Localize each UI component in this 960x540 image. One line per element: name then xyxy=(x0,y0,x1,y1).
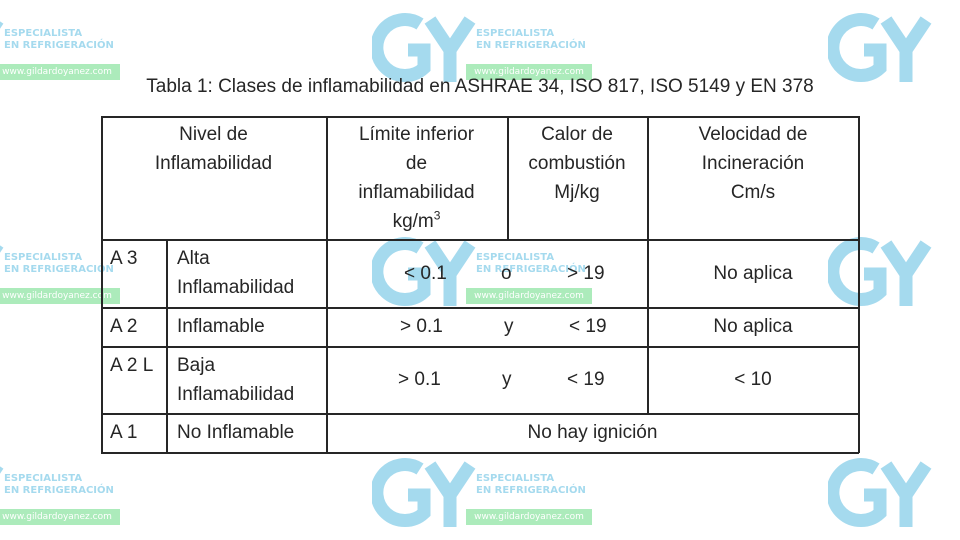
watermark-logo xyxy=(828,455,960,535)
gy-logo-icon xyxy=(372,458,476,528)
table-border-top xyxy=(101,116,859,118)
row-a2-heat: < 19 xyxy=(569,316,607,337)
row-a3-connector: o xyxy=(501,263,512,284)
watermark-url: www.gildardoyanez.com xyxy=(466,64,592,80)
gy-logo-icon xyxy=(372,13,476,83)
row-a2-name: Inflamable xyxy=(177,316,265,337)
watermark-brand: ESPECIALISTA EN REFRIGERACIÓN xyxy=(4,473,114,496)
row-a2l-heat: < 19 xyxy=(567,369,605,390)
table-rule xyxy=(101,307,859,309)
row-a3-limit: < 0.1 xyxy=(404,263,447,284)
row-a1-merged: No hay ignición xyxy=(527,422,658,443)
row-a2-code: A 2 xyxy=(110,316,138,337)
gy-logo-icon xyxy=(828,237,932,307)
row-a2-limit: > 0.1 xyxy=(400,316,443,337)
row-a3-heat: > 19 xyxy=(567,263,605,284)
header-nivel: Nivel de Inflamabilidad xyxy=(154,124,273,174)
row-a2l-speed: < 10 xyxy=(734,369,772,390)
watermark-url: www.gildardoyanez.com xyxy=(0,64,120,80)
watermark-logo: ESPECIALISTA EN REFRIGERACIÓN www.gildard… xyxy=(372,455,602,535)
row-a2l-limit: > 0.1 xyxy=(398,369,441,390)
table-rule xyxy=(507,116,509,239)
watermark-brand: ESPECIALISTA EN REFRIGERACIÓN xyxy=(4,252,114,275)
gy-logo-icon xyxy=(828,13,932,83)
row-a3-name: Alta Inflamabilidad xyxy=(177,248,295,298)
watermark-logo: ESPECIALISTA EN REFRIGERACIÓN www.gildard… xyxy=(0,455,130,535)
table-rule xyxy=(101,413,859,415)
watermark-url: www.gildardoyanez.com xyxy=(466,288,592,304)
row-a2-speed: No aplica xyxy=(713,316,793,337)
table-rule xyxy=(101,346,859,348)
row-a2-connector: y xyxy=(504,316,514,337)
watermark-brand: ESPECIALISTA EN REFRIGERACIÓN xyxy=(4,28,114,51)
header-calor: Calor de combustión Mj/kg xyxy=(528,124,626,203)
row-a1-code: A 1 xyxy=(110,422,138,443)
watermark-url: www.gildardoyanez.com xyxy=(0,509,120,525)
watermark-logo: ESPECIALISTA EN REFRIGERACIÓN www.gildard… xyxy=(372,10,602,90)
watermark-url: www.gildardoyanez.com xyxy=(466,509,592,525)
row-a2l-name: Baja Inflamabilidad xyxy=(177,355,295,405)
watermark-brand: ESPECIALISTA EN REFRIGERACIÓN xyxy=(476,252,586,275)
watermark-url: www.gildardoyanez.com xyxy=(0,288,120,304)
watermark-logo xyxy=(828,234,960,314)
table-rule xyxy=(101,239,859,241)
row-a3-speed: No aplica xyxy=(713,263,793,284)
watermark-brand: ESPECIALISTA EN REFRIGERACIÓN xyxy=(476,473,586,496)
row-a2l-code: A 2 L xyxy=(110,355,154,376)
watermark-logo: ESPECIALISTA EN REFRIGERACIÓN www.gildard… xyxy=(0,234,130,314)
gy-logo-icon xyxy=(372,237,476,307)
table-border-right xyxy=(858,116,860,453)
watermark-logo xyxy=(828,10,960,90)
header-velocidad: Velocidad de Incineración Cm/s xyxy=(698,124,808,203)
table-border-bottom xyxy=(101,452,859,454)
watermark-logo: ESPECIALISTA EN REFRIGERACIÓN www.gildard… xyxy=(372,234,602,314)
row-a1-name: No Inflamable xyxy=(177,422,295,443)
table-rule xyxy=(647,116,649,413)
table-rule xyxy=(326,116,328,453)
gy-logo-icon xyxy=(828,458,932,528)
watermark-logo: ESPECIALISTA EN REFRIGERACIÓN www.gildard… xyxy=(0,10,130,90)
row-a2l-connector: y xyxy=(502,369,512,390)
table-rule xyxy=(166,239,168,453)
flammability-table: Nivel de Inflamabilidad Límite inferior d… xyxy=(101,116,860,454)
header-limite: Límite inferior de inflamabilidad kg/m3 xyxy=(358,124,475,232)
watermark-brand: ESPECIALISTA EN REFRIGERACIÓN xyxy=(476,28,586,51)
table-border-left xyxy=(101,116,103,453)
row-a3-code: A 3 xyxy=(110,248,138,269)
table-title: Tabla 1: Clases de inflamabilidad en ASH… xyxy=(146,76,814,97)
